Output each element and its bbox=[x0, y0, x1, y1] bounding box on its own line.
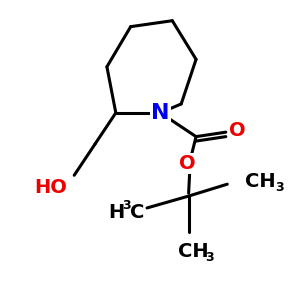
Text: HO: HO bbox=[34, 178, 67, 197]
Text: O: O bbox=[230, 121, 246, 140]
Text: 3: 3 bbox=[275, 181, 284, 194]
Text: CH: CH bbox=[245, 172, 276, 191]
Text: H: H bbox=[108, 203, 124, 222]
Text: 3: 3 bbox=[205, 251, 214, 264]
Text: O: O bbox=[179, 154, 196, 173]
Text: 3: 3 bbox=[123, 200, 131, 212]
Text: CH: CH bbox=[178, 242, 209, 261]
Text: C: C bbox=[130, 203, 144, 222]
Text: N: N bbox=[151, 103, 170, 123]
